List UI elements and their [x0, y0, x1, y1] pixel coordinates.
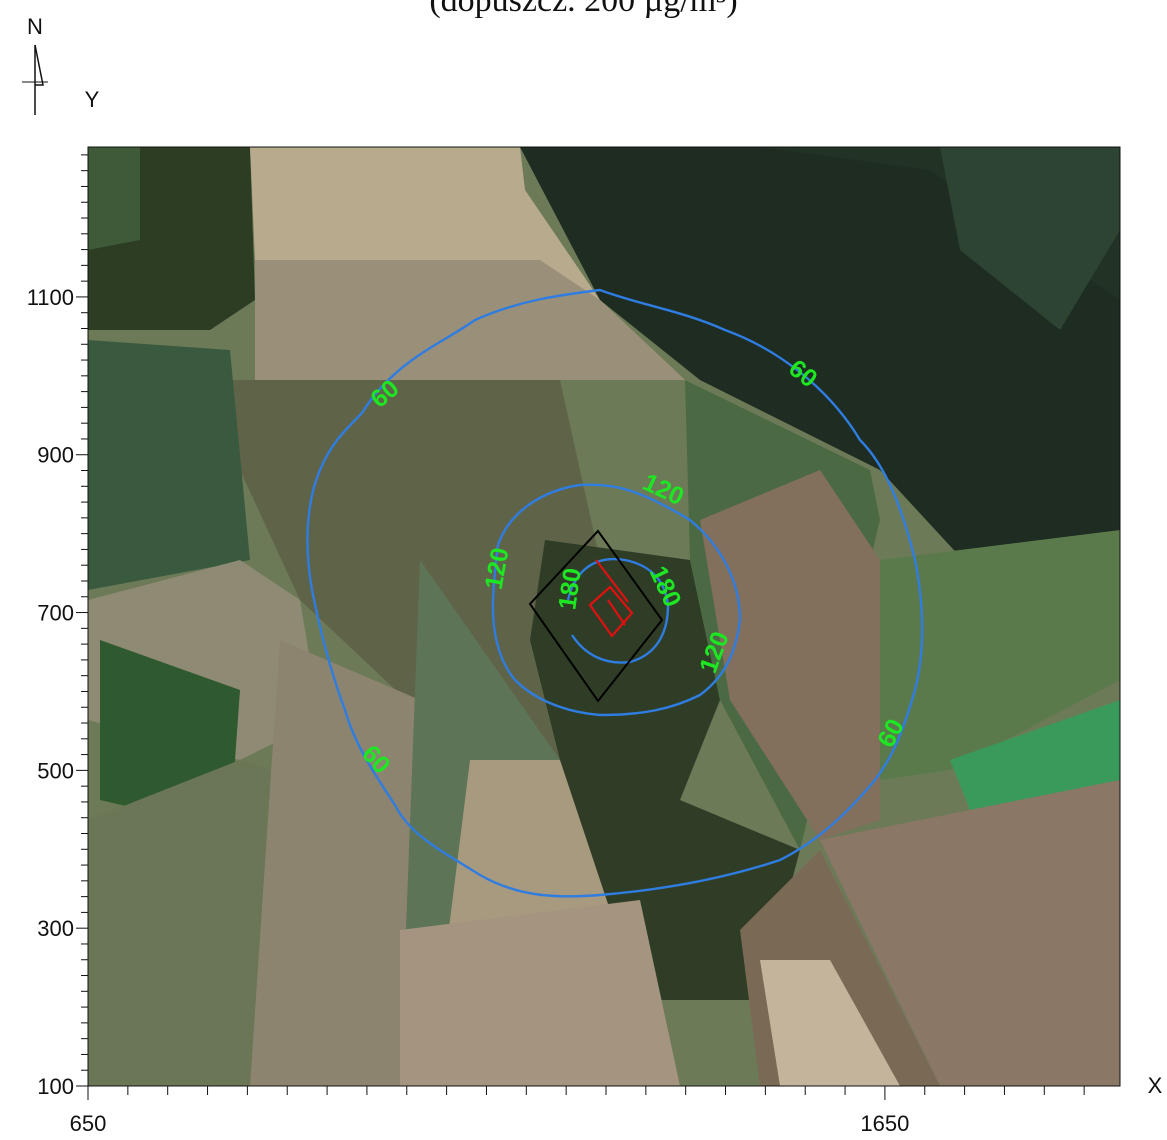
- x-tick-label: 1650: [860, 1111, 909, 1136]
- satellite-image: [88, 147, 1120, 1086]
- y-tick-label: 700: [37, 601, 74, 626]
- y-tick-label: 1100: [27, 285, 74, 310]
- y-axis: 100 300 500 700 900 1100: [27, 154, 88, 1099]
- x-axis-label: X: [1148, 1073, 1163, 1098]
- y-tick-label: 100: [37, 1074, 74, 1099]
- plot-frame: [87, 146, 1121, 1087]
- emission-source: [588, 559, 634, 638]
- contour-label: 180: [553, 566, 587, 611]
- x-axis: 650 1650: [70, 1086, 1085, 1136]
- contour-120: [491, 483, 742, 717]
- y-tick-label: 500: [37, 758, 74, 783]
- y-tick-label: 300: [37, 916, 74, 941]
- contour-60: [306, 288, 924, 898]
- plant-boundary: [528, 529, 664, 703]
- north-label: N: [27, 14, 43, 39]
- x-tick-label: 650: [70, 1111, 107, 1136]
- y-tick-label: 900: [37, 443, 74, 468]
- north-arrow-icon: [22, 44, 48, 115]
- map-title: (dopuszcz. 200 µg/m³): [429, 0, 738, 19]
- y-axis-label: Y: [85, 87, 100, 112]
